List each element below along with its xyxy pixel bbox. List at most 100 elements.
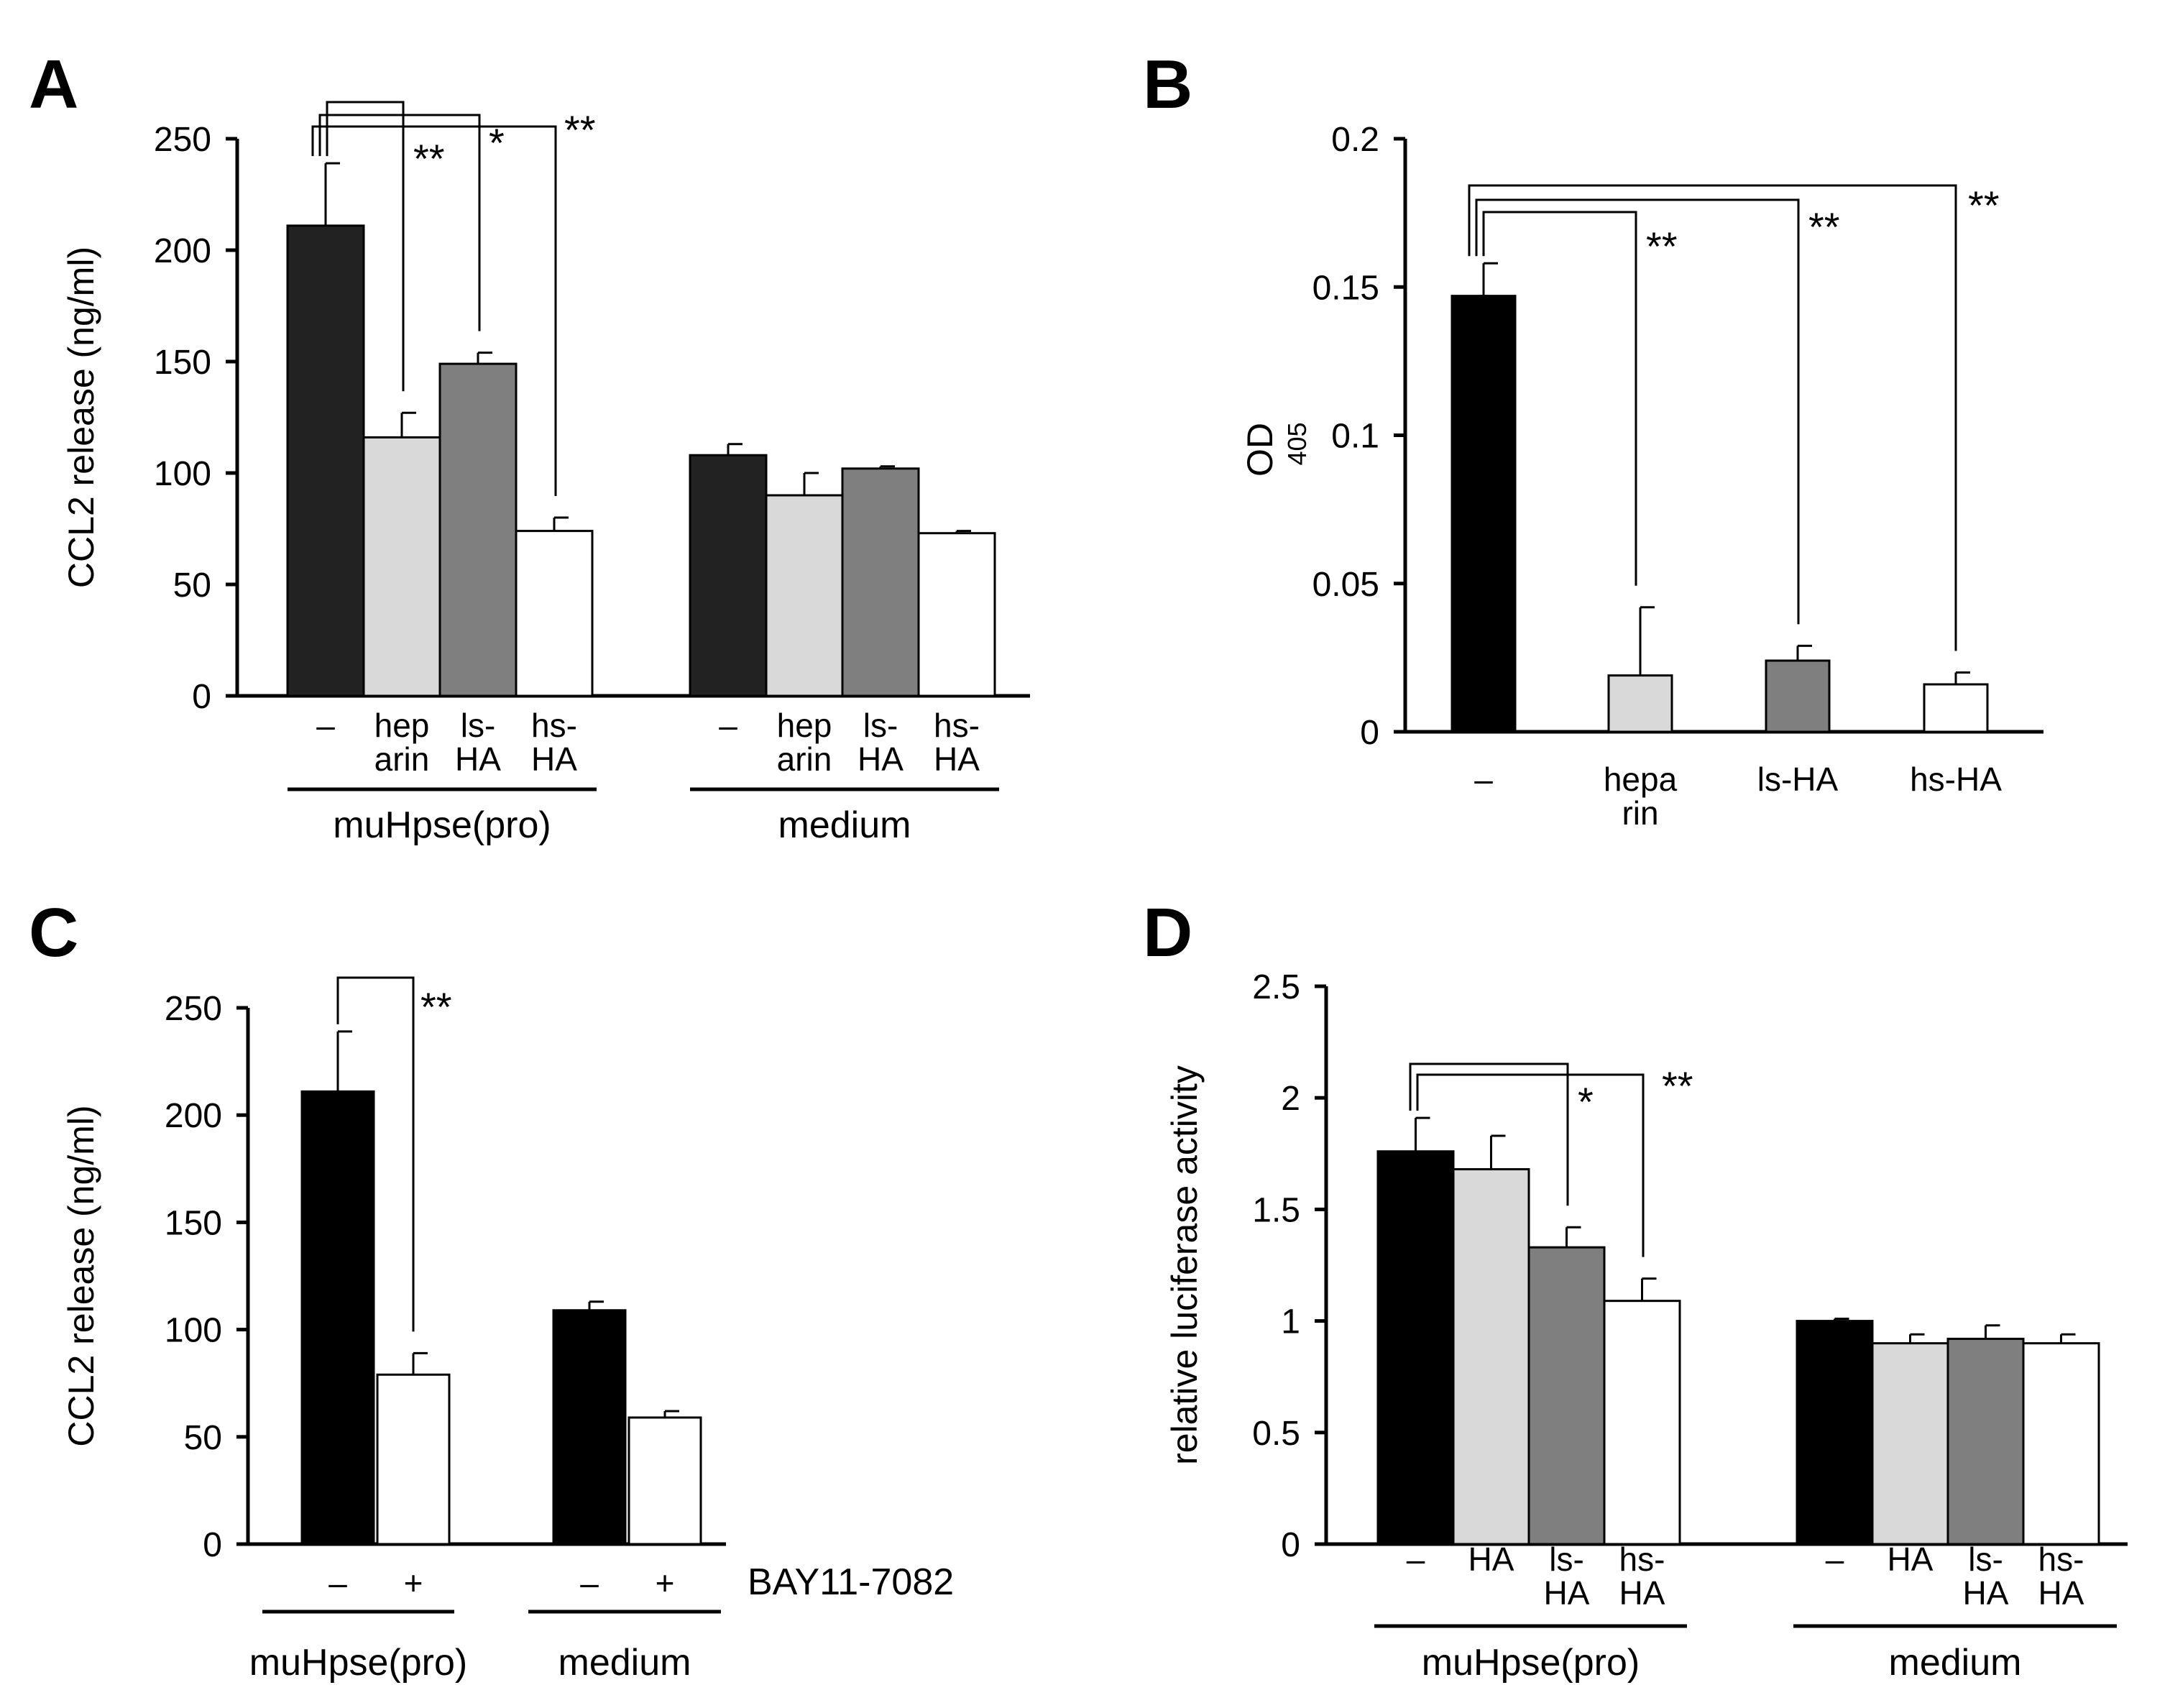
bar [1871,1342,1949,1546]
category-label: – [580,1564,599,1602]
bar [1452,1168,1530,1546]
y-tick-label: 0.15 [1312,269,1379,307]
significance-bracket [1468,184,1957,651]
significance-marker: ** [564,107,596,152]
y-tick-label: 200 [154,232,211,270]
panel-b: B 0 0.05 0.1 0.15 0.2 OD 405 – hepa rin ls-HA hs-HA *… [1143,46,2043,832]
significance-marker: ** [1646,224,1678,269]
bar [2022,1342,2100,1546]
significance-bracket [1475,198,1800,625]
group-label: medium [778,804,911,846]
panel-c: C 0 50 100 150 200 250 CCL2 release (ng/ml) – + – +… [29,894,954,1684]
bar [362,436,441,697]
bar [1607,674,1673,733]
category-label: hs-HA [531,707,577,778]
bar [438,362,518,697]
significance-bracket [1482,211,1637,586]
bar [1376,1150,1455,1546]
y-tick-label: 0.05 [1312,566,1379,604]
y-tick-label: 150 [154,344,211,382]
bar [1451,295,1517,733]
y-tick-label: 2.5 [1252,968,1300,1006]
significance-marker: ** [420,984,452,1029]
category-label: hs-HA [1910,761,2002,798]
significance-marker: ** [1662,1063,1693,1108]
category-label: ls-HA [1963,1541,2009,1612]
bar [1796,1320,1874,1546]
y-tick-label: 0 [192,678,211,716]
bar [1923,683,1989,733]
significance-bracket [1416,1073,1645,1257]
panel-letter: A [29,46,78,123]
category-label: – [1826,1541,1844,1578]
category-label: ls-HA [858,707,904,778]
group-label: muHpse(pro) [333,804,551,846]
category-label: ls-HA [1544,1541,1590,1612]
y-tick-label: 250 [165,990,222,1028]
significance-marker: * [489,120,505,165]
category-label: ls-HA [455,707,501,778]
y-tick-label: 50 [184,1419,222,1457]
y-tick-label: 0 [203,1526,222,1564]
bar [515,530,594,697]
y-tick-label: 1.5 [1252,1191,1300,1229]
y-tick-label: 0.1 [1331,418,1379,456]
bar [917,532,996,697]
category-label: – [316,707,335,744]
y-tick-label: 0 [1360,714,1379,752]
y-axis-label: CCL2 release (ng/ml) [61,247,101,588]
category-label: hs-HA [934,707,980,778]
significance-bracket [311,125,557,496]
y-axis-label: CCL2 release (ng/ml) [61,1105,101,1446]
bar [689,454,768,697]
category-label: hs-HA [1619,1541,1665,1612]
y-axis-label: relative luciferase activity [1164,1065,1205,1465]
group-label: medium [1889,1642,2022,1684]
y-tick-label: 0 [1281,1526,1300,1564]
treatment-label: BAY11-7082 [748,1561,954,1603]
bar [1603,1300,1681,1546]
panel-a: A 0 50 100 150 200 250 CCL2 release (ng/ml) – hep… [29,46,1030,846]
category-label: HA [1468,1541,1514,1578]
y-tick-label: 1 [1281,1303,1300,1341]
y-tick-label: 150 [165,1204,222,1242]
significance-bracket [1409,1062,1569,1206]
significance-bracket [326,101,405,392]
y-tick-label: 0.5 [1252,1415,1300,1453]
significance-marker: ** [413,136,445,181]
bar [376,1373,451,1546]
significance-bracket [336,976,415,1332]
y-tick-label: 100 [154,455,211,493]
y-tick-label: 200 [165,1097,222,1135]
y-axis-label-subscript: 405 [1282,422,1312,465]
group-label: muHpse(pro) [249,1642,467,1684]
category-label: + [656,1564,675,1602]
bar [1946,1337,2025,1546]
category-label: HA [1888,1541,1934,1578]
bar [300,1090,375,1546]
group-label: medium [558,1642,691,1684]
panel-letter: B [1143,46,1192,123]
group-label: muHpse(pro) [1422,1642,1640,1684]
panel-letter: D [1143,894,1192,971]
bar [552,1309,627,1546]
bar [1765,659,1831,733]
category-label: ls-HA [1757,761,1839,798]
bar [841,467,920,697]
category-label: – [719,707,737,744]
significance-marker: * [1578,1079,1594,1124]
bar [286,224,365,697]
category-label: hs-HA [2038,1541,2084,1612]
y-tick-label: 250 [154,121,211,159]
panel-d: D 0 0.5 1 1.5 2 2.5 relative luciferase activit… [1143,894,2128,1684]
category-label: – [1407,1541,1425,1578]
bar [1527,1246,1606,1546]
y-tick-label: 0.2 [1331,121,1379,159]
y-tick-label: 100 [165,1312,222,1350]
y-axis-label: OD [1240,423,1280,477]
panel-letter: C [29,894,78,971]
bar [627,1416,702,1546]
